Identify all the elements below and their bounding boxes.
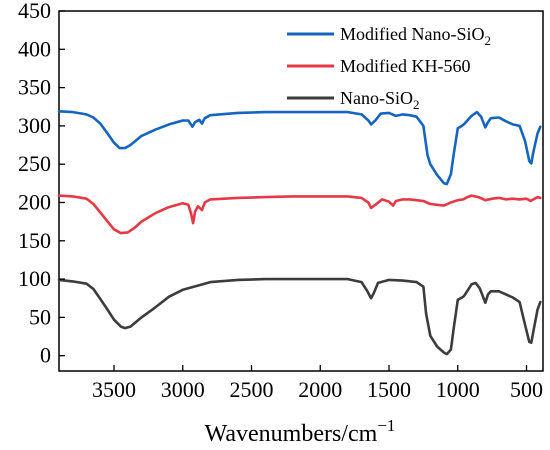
legend-label-3: Nano-SiO2	[340, 88, 420, 112]
x-tick-label: 2500	[230, 377, 274, 402]
y-tick-label: 150	[18, 228, 51, 253]
plot-frame	[58, 10, 544, 372]
y-tick-label: 450	[18, 0, 51, 23]
y-tick-label: 50	[29, 304, 51, 329]
y-tick-label: 400	[18, 36, 51, 61]
y-tick-label: 0	[40, 343, 51, 368]
x-tick-label: 3500	[92, 377, 136, 402]
x-tick-label: 2000	[298, 377, 342, 402]
series-line-2	[57, 194, 542, 235]
x-tick-label: 1000	[436, 377, 480, 402]
x-axis-title: Wavenumbers/cm−1	[205, 416, 396, 447]
series-line-3	[57, 277, 542, 356]
plot-border	[58, 10, 544, 372]
x-tick-label: 500	[510, 377, 543, 402]
series-layer	[57, 110, 542, 356]
y-tick-label: 200	[18, 189, 51, 214]
y-tick-label: 350	[18, 75, 51, 100]
legend-label-text: Nano-SiO	[340, 88, 413, 108]
y-tick-label: 100	[18, 266, 51, 291]
x-axis-title-superscript: −1	[377, 416, 395, 435]
x-axis-title-text: Wavenumbers/cm	[205, 421, 378, 447]
legend-label-subscript: 2	[413, 97, 420, 112]
legend-label-2: Modified KH-560	[340, 56, 470, 76]
ticks-layer: 3500 3000 2500 2000 1500 1000 500 0 50 100 150 200 2…	[18, 0, 543, 402]
x-tick-label: 3000	[161, 377, 205, 402]
series-line-1	[57, 110, 542, 186]
legend-label-1: Modified Nano-SiO2	[340, 24, 491, 48]
legend-label-text: Modified Nano-SiO	[340, 24, 484, 44]
y-tick-label: 250	[18, 151, 51, 176]
x-tick-label: 1500	[367, 377, 411, 402]
legend-label-text: Modified KH-560	[340, 56, 470, 76]
legend-label-subscript: 2	[484, 33, 491, 48]
y-tick-label: 300	[18, 113, 51, 138]
